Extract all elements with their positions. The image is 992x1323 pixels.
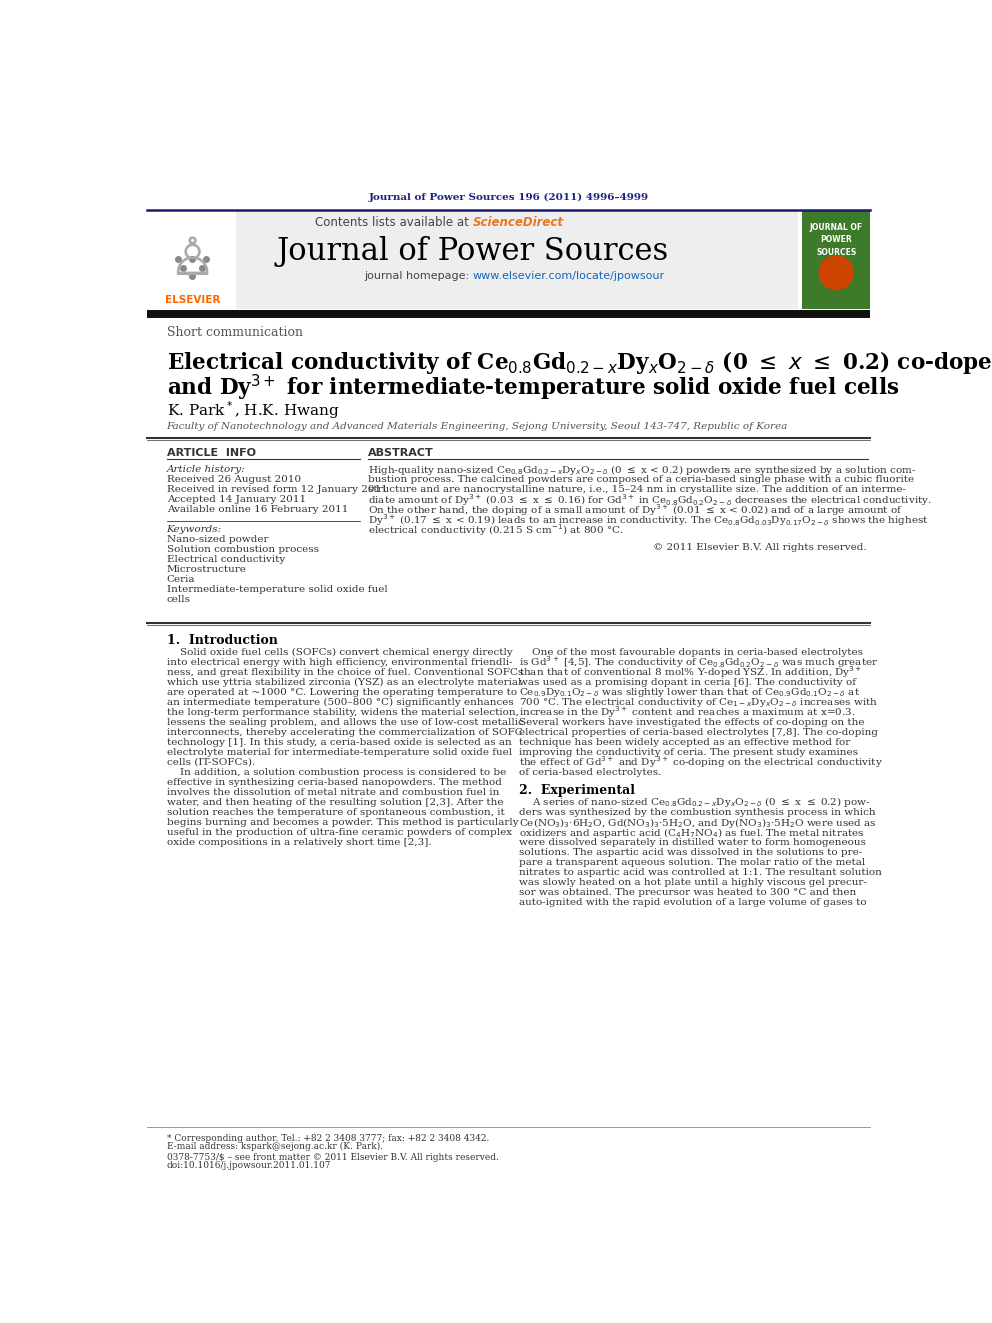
Text: Keywords:: Keywords: [167,525,222,533]
Text: Intermediate-temperature solid oxide fuel: Intermediate-temperature solid oxide fue… [167,585,387,594]
Text: solution reaches the temperature of spontaneous combustion, it: solution reaches the temperature of spon… [167,808,504,818]
Text: structure and are nanocrystalline nature, i.e., 15–24 nm in crystallite size. Th: structure and are nanocrystalline nature… [368,486,906,495]
Text: K. Park$^*$, H.K. Hwang: K. Park$^*$, H.K. Hwang [167,400,339,421]
Text: ness, and great flexibility in the choice of fuel. Conventional SOFCs: ness, and great flexibility in the choic… [167,668,523,677]
Text: effective in synthesizing ceria-based nanopowders. The method: effective in synthesizing ceria-based na… [167,778,502,787]
Text: ABSTRACT: ABSTRACT [368,448,434,458]
Text: oxidizers and aspartic acid (C$_4$H$_7$NO$_4$) as fuel. The metal nitrates: oxidizers and aspartic acid (C$_4$H$_7$N… [519,826,865,840]
Text: ELSEVIER: ELSEVIER [165,295,220,304]
Text: Faculty of Nanotechnology and Advanced Materials Engineering, Sejong University,: Faculty of Nanotechnology and Advanced M… [167,422,788,431]
Text: Contents lists available at: Contents lists available at [315,216,473,229]
Text: technique has been widely accepted as an effective method for: technique has been widely accepted as an… [519,738,850,747]
Bar [147,210,236,308]
Text: which use yttria stabilized zirconia (YSZ) as an electrolyte material: which use yttria stabilized zirconia (YS… [167,677,521,687]
Text: begins burning and becomes a powder. This method is particularly: begins burning and becomes a powder. Thi… [167,818,518,827]
Text: the long-term performance stability, widens the material selection,: the long-term performance stability, wid… [167,708,519,717]
Text: sor was obtained. The precursor was heated to 300 °C and then: sor was obtained. The precursor was heat… [519,888,856,897]
Text: ScienceDirect: ScienceDirect [473,216,563,229]
Text: Journal of Power Sources 196 (2011) 4996–4999: Journal of Power Sources 196 (2011) 4996… [368,193,649,202]
Text: Short communication: Short communication [167,325,303,339]
Text: On the other hand, the doping of a small amount of Dy$^{3+}$ (0.01 $\leq$ x < 0.: On the other hand, the doping of a small… [368,501,903,517]
Circle shape [819,255,853,290]
Text: cells (IT-SOFCs).: cells (IT-SOFCs). [167,758,255,767]
Text: an intermediate temperature (500–800 °C) significantly enhances: an intermediate temperature (500–800 °C)… [167,697,514,706]
Text: 2.  Experimental: 2. Experimental [519,783,635,796]
Text: Available online 16 February 2011: Available online 16 February 2011 [167,504,348,513]
Text: Article history:: Article history: [167,464,245,474]
Text: High-quality nano-sized Ce$_{0.8}$Gd$_{0.2-x}$Dy$_x$O$_{2-\delta}$ (0 $\leq$ x <: High-quality nano-sized Ce$_{0.8}$Gd$_{0… [368,463,917,476]
Text: bustion process. The calcined powders are composed of a ceria-based single phase: bustion process. The calcined powders ar… [368,475,915,484]
Text: In addition, a solution combustion process is considered to be: In addition, a solution combustion proce… [167,767,506,777]
Text: was used as a promising dopant in ceria [6]. The conductivity of: was used as a promising dopant in ceria … [519,677,856,687]
Text: Ce$_{0.9}$Dy$_{0.1}$O$_{2-\delta}$ was slightly lower than that of Ce$_{0.9}$Gd$: Ce$_{0.9}$Dy$_{0.1}$O$_{2-\delta}$ was s… [519,685,860,699]
Text: Received in revised form 12 January 2011: Received in revised form 12 January 2011 [167,484,387,493]
Text: involves the dissolution of metal nitrate and combustion fuel in: involves the dissolution of metal nitrat… [167,789,499,796]
Text: Electrical conductivity: Electrical conductivity [167,554,285,564]
Text: and Dy$^{3+}$ for intermediate-temperature solid oxide fuel cells: and Dy$^{3+}$ for intermediate-temperatu… [167,373,899,404]
Text: oxide compositions in a relatively short time [2,3].: oxide compositions in a relatively short… [167,837,432,847]
Text: Solution combustion process: Solution combustion process [167,545,318,553]
Text: JOURNAL OF
POWER
SOURCES: JOURNAL OF POWER SOURCES [809,222,863,257]
Text: were dissolved separately in distilled water to form homogeneous: were dissolved separately in distilled w… [519,837,866,847]
Text: useful in the production of ultra-fine ceramic powders of complex: useful in the production of ultra-fine c… [167,828,512,837]
Text: Accepted 14 January 2011: Accepted 14 January 2011 [167,495,306,504]
Text: journal homepage:: journal homepage: [364,271,473,280]
Bar [147,210,799,308]
Text: Ceria: Ceria [167,574,195,583]
Text: of ceria-based electrolytes.: of ceria-based electrolytes. [519,767,662,777]
Text: diate amount of Dy$^{3+}$ (0.03 $\leq$ x $\leq$ 0.16) for Gd$^{3+}$ in Ce$_{0.8}: diate amount of Dy$^{3+}$ (0.03 $\leq$ x… [368,492,931,508]
Text: A series of nano-sized Ce$_{0.8}$Gd$_{0.2-x}$Dy$_x$O$_{2-\delta}$ (0 $\leq$ x $\: A series of nano-sized Ce$_{0.8}$Gd$_{0.… [519,795,871,810]
Text: improving the conductivity of ceria. The present study examines: improving the conductivity of ceria. The… [519,747,858,757]
Text: interconnects, thereby accelerating the commercialization of SOFC: interconnects, thereby accelerating the … [167,728,523,737]
Text: pare a transparent aqueous solution. The molar ratio of the metal: pare a transparent aqueous solution. The… [519,859,865,867]
Text: 0378-7753/$ – see front matter © 2011 Elsevier B.V. All rights reserved.: 0378-7753/$ – see front matter © 2011 El… [167,1152,499,1162]
Text: © 2011 Elsevier B.V. All rights reserved.: © 2011 Elsevier B.V. All rights reserved… [653,544,866,552]
Text: ders was synthesized by the combustion synthesis process in which: ders was synthesized by the combustion s… [519,808,876,818]
Text: www.elsevier.com/locate/jpowsour: www.elsevier.com/locate/jpowsour [473,271,665,280]
Text: Ce(NO$_3$)$_3$·6H$_2$O, Gd(NO$_3$)$_3$·5H$_2$O, and Dy(NO$_3$)$_3$·5H$_2$O were : Ce(NO$_3$)$_3$·6H$_2$O, Gd(NO$_3$)$_3$·5… [519,815,877,830]
Text: Several workers have investigated the effects of co-doping on the: Several workers have investigated the ef… [519,718,865,726]
Bar [803,210,870,308]
Text: electrical properties of ceria-based electrolytes [7,8]. The co-doping: electrical properties of ceria-based ele… [519,728,878,737]
Text: doi:10.1016/j.jpowsour.2011.01.107: doi:10.1016/j.jpowsour.2011.01.107 [167,1162,331,1171]
Text: than that of conventional 8 mol% Y-doped YSZ. In addition, Dy$^{3+}$: than that of conventional 8 mol% Y-doped… [519,664,862,680]
Text: Dy$^{3+}$ (0.17 $\leq$ x < 0.19) leads to an increase in conductivity. The Ce$_{: Dy$^{3+}$ (0.17 $\leq$ x < 0.19) leads t… [368,512,930,528]
Text: One of the most favourable dopants in ceria-based electrolytes: One of the most favourable dopants in ce… [519,648,863,656]
Text: the effect of Gd$^{3+}$ and Dy$^{3+}$ co-doping on the electrical conductivity: the effect of Gd$^{3+}$ and Dy$^{3+}$ co… [519,754,883,770]
Text: technology [1]. In this study, a ceria-based oxide is selected as an: technology [1]. In this study, a ceria-b… [167,738,511,747]
Text: increase in the Dy$^{3+}$ content and reaches a maximum at x=0.3.: increase in the Dy$^{3+}$ content and re… [519,704,856,720]
Text: are operated at ~1000 °C. Lowering the operating temperature to: are operated at ~1000 °C. Lowering the o… [167,688,517,697]
Text: water, and then heating of the resulting solution [2,3]. After the: water, and then heating of the resulting… [167,798,503,807]
Text: electrolyte material for intermediate-temperature solid oxide fuel: electrolyte material for intermediate-te… [167,747,512,757]
Text: lessens the sealing problem, and allows the use of low-cost metallic: lessens the sealing problem, and allows … [167,718,524,726]
Text: was slowly heated on a hot plate until a highly viscous gel precur-: was slowly heated on a hot plate until a… [519,878,867,886]
Text: into electrical energy with high efficiency, environmental friendli-: into electrical energy with high efficie… [167,658,512,667]
Text: ♙: ♙ [169,234,216,286]
Text: E-mail address: kspark@sejong.ac.kr (K. Park).: E-mail address: kspark@sejong.ac.kr (K. … [167,1142,383,1151]
Text: nitrates to aspartic acid was controlled at 1:1. The resultant solution: nitrates to aspartic acid was controlled… [519,868,882,877]
Text: ARTICLE  INFO: ARTICLE INFO [167,448,256,458]
Text: solutions. The aspartic acid was dissolved in the solutions to pre-: solutions. The aspartic acid was dissolv… [519,848,862,857]
Text: * Corresponding author. Tel.: +82 2 3408 3777; fax: +82 2 3408 4342.: * Corresponding author. Tel.: +82 2 3408… [167,1134,489,1143]
Text: is Gd$^{3+}$ [4,5]. The conductivity of Ce$_{0.8}$Gd$_{0.2}$O$_{2-\delta}$ was m: is Gd$^{3+}$ [4,5]. The conductivity of … [519,655,879,671]
Text: Microstructure: Microstructure [167,565,246,574]
Text: Nano-sized powder: Nano-sized powder [167,534,268,544]
Text: auto-ignited with the rapid evolution of a large volume of gases to: auto-ignited with the rapid evolution of… [519,898,867,908]
Bar [147,310,870,318]
Text: electrical conductivity (0.215 S cm$^{-1}$) at 800 °C.: electrical conductivity (0.215 S cm$^{-1… [368,523,624,538]
Text: cells: cells [167,595,190,603]
Text: 1.  Introduction: 1. Introduction [167,634,278,647]
Text: 700 °C. The electrical conductivity of Ce$_{1-x}$Dy$_x$O$_{2-\delta}$ increases : 700 °C. The electrical conductivity of C… [519,696,878,709]
Bar [807,214,866,306]
Text: Journal of Power Sources: Journal of Power Sources [277,235,669,267]
Text: Received 26 August 2010: Received 26 August 2010 [167,475,301,484]
Text: Solid oxide fuel cells (SOFCs) convert chemical energy directly: Solid oxide fuel cells (SOFCs) convert c… [167,648,513,658]
Text: Electrical conductivity of Ce$_{0.8}$Gd$_{0.2-x}$Dy$_x$O$_{2-\delta}$ (0 $\leq$ : Electrical conductivity of Ce$_{0.8}$Gd$… [167,348,992,378]
